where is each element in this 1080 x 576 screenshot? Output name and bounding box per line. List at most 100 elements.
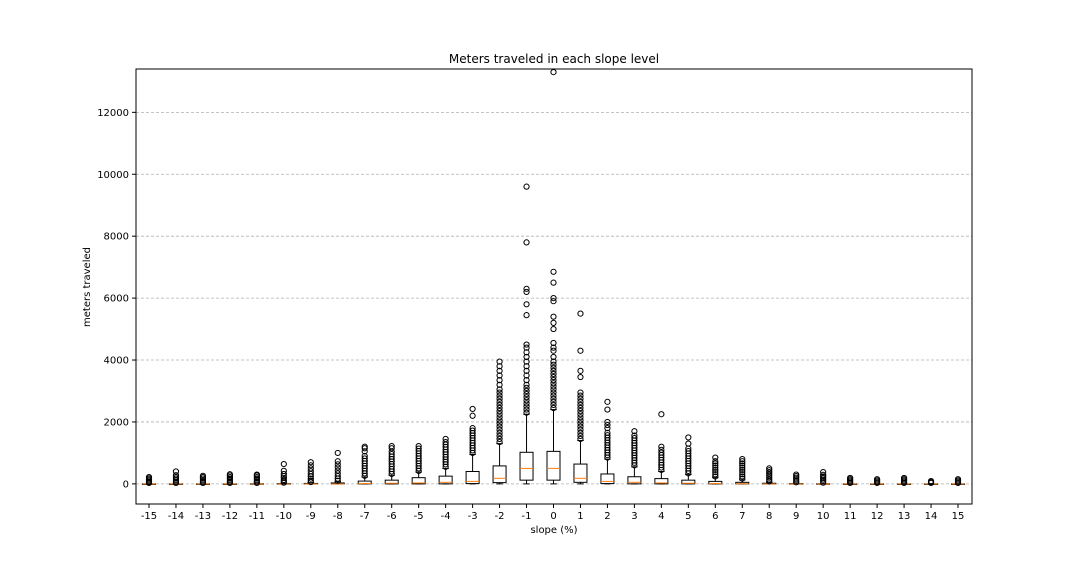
outlier-point [496, 381, 503, 388]
x-tick-label: -8 [333, 511, 343, 522]
box--9 [303, 459, 318, 486]
chart-title: Meters traveled in each slope level [449, 52, 659, 66]
outlier-point [523, 390, 530, 398]
outlier-point [442, 438, 449, 446]
outlier-point [658, 446, 665, 453]
x-tick-label: 0 [550, 511, 556, 522]
box-3 [627, 428, 642, 485]
box--15 [142, 473, 156, 487]
outlier-point [739, 456, 746, 463]
outlier-point [685, 440, 692, 447]
outlier-point [685, 447, 692, 455]
outlier-point [604, 425, 611, 432]
box-body [492, 465, 507, 484]
outlier-point [604, 429, 611, 436]
outlier-point [523, 358, 530, 365]
outlier-point [523, 367, 530, 374]
outlier-point [550, 361, 557, 368]
outlier-point [577, 435, 584, 443]
outlier-point [307, 477, 314, 484]
x-tick-label: 2 [604, 511, 610, 522]
outlier-point [712, 460, 719, 467]
outlier-point [334, 464, 341, 471]
box-1 [573, 310, 588, 485]
outlier-point [496, 389, 503, 396]
outlier-point [523, 377, 530, 384]
outlier-point [577, 392, 584, 399]
y-tick-label: 12000 [97, 108, 129, 119]
outlier-point [604, 406, 611, 413]
outlier-point [442, 435, 449, 443]
outlier-point [334, 458, 341, 465]
x-tick-label: -13 [195, 511, 211, 522]
x-tick-label: 4 [658, 511, 664, 522]
outlier-point [496, 363, 503, 370]
x-tick-label: 11 [844, 511, 857, 522]
outlier-point [307, 468, 314, 475]
outlier-point [523, 363, 530, 370]
outlier-point [658, 411, 665, 418]
outlier-point [496, 420, 503, 427]
outlier-point [712, 454, 719, 461]
box--1 [519, 183, 534, 485]
x-tick-label: 6 [712, 511, 718, 522]
y-tick-label: 10000 [97, 170, 129, 181]
y-tick-label: 4000 [104, 356, 129, 367]
outlier-point [550, 373, 557, 381]
outlier-point [631, 432, 638, 439]
outlier-point [550, 395, 557, 402]
box-9 [789, 471, 804, 486]
x-axis-ticks: -15 -14 -13 -12 -11 -10 -9 -8 -7 -6 -5 -4 -3 -2 -1 0 1 2 3… [141, 504, 964, 522]
outlier-point [739, 464, 746, 471]
outlier-point [496, 386, 503, 393]
outlier-point [280, 470, 287, 478]
outlier-point [496, 408, 503, 415]
x-tick-label: 3 [631, 511, 637, 522]
outlier-point [550, 325, 557, 333]
x-tick-label: 14 [925, 511, 938, 522]
outlier-point [577, 395, 584, 402]
box-body [654, 478, 669, 485]
outlier-point [496, 392, 503, 399]
outlier-point [712, 473, 719, 480]
x-tick-label: -11 [249, 511, 265, 522]
outlier-point [496, 435, 503, 443]
outlier-point [496, 414, 503, 421]
outlier-point [496, 426, 503, 433]
outlier-point [739, 466, 746, 474]
box-14 [924, 477, 939, 487]
y-axis-label: meters traveled [82, 247, 93, 327]
outlier-point [361, 455, 368, 462]
outlier-point [172, 472, 180, 479]
outlier-point [280, 476, 287, 483]
outlier-point [334, 477, 341, 484]
x-tick-label: 12 [871, 511, 884, 522]
outlier-point [496, 417, 503, 424]
outlier-point [550, 339, 557, 347]
outlier-point [523, 406, 530, 413]
outlier-point [496, 358, 503, 365]
outlier-point [280, 474, 287, 482]
outlier-point [523, 394, 530, 401]
outlier-point [577, 432, 584, 439]
box-5 [681, 434, 696, 485]
outlier-point [577, 310, 584, 317]
outlier-point [550, 398, 557, 405]
outlier-point [685, 434, 692, 441]
outlier-point [577, 367, 584, 374]
box-body [411, 477, 426, 485]
outlier-point [550, 401, 557, 409]
box-body [546, 450, 561, 481]
outlier-point [550, 404, 557, 412]
y-tick-label: 2000 [104, 417, 129, 428]
outlier-point [577, 426, 584, 433]
outlier-point [496, 432, 503, 439]
outlier-point [496, 372, 503, 379]
outlier-point [550, 295, 557, 302]
outlier-point [712, 469, 719, 476]
outlier-point [766, 465, 773, 472]
outlier-point [334, 470, 341, 477]
outlier-point [523, 381, 530, 388]
box--5 [411, 443, 426, 485]
